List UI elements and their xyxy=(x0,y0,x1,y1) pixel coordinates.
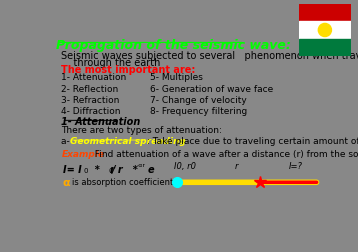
Circle shape xyxy=(318,24,332,37)
Text: 2- Reflection: 2- Reflection xyxy=(62,84,118,93)
Text: Geometrical spreading: Geometrical spreading xyxy=(70,137,185,146)
Bar xyxy=(299,40,351,57)
Text: 1- Attenuation: 1- Attenuation xyxy=(62,73,127,82)
Text: I0, r0: I0, r0 xyxy=(174,161,196,170)
Text: 5- Multiples: 5- Multiples xyxy=(150,73,203,82)
Text: α: α xyxy=(62,177,70,187)
Text: *   r: * r xyxy=(88,164,115,174)
Text: Seismic waves subjected to several   phenomenon when travel: Seismic waves subjected to several pheno… xyxy=(62,51,358,60)
Text: through the earth: through the earth xyxy=(62,57,161,67)
Text: : Take place due to traveling certain amount of distance: : Take place due to traveling certain am… xyxy=(147,137,358,146)
Text: There are two types of attenuation:: There are two types of attenuation: xyxy=(62,125,222,134)
Text: 8- Frequency filtering: 8- Frequency filtering xyxy=(150,107,247,116)
Bar xyxy=(299,22,351,40)
Text: 1- Attenuation: 1- Attenuation xyxy=(62,117,141,127)
Text: Example: Example xyxy=(62,150,105,159)
Text: / r   *   e: / r * e xyxy=(112,164,155,174)
Text: 3- Refraction: 3- Refraction xyxy=(62,96,120,104)
Text: I= I: I= I xyxy=(63,164,82,174)
Text: Propagation of the seismic wave:: Propagation of the seismic wave: xyxy=(56,39,291,52)
Text: a-: a- xyxy=(62,137,73,146)
Text: 6- Generation of wave face: 6- Generation of wave face xyxy=(150,84,274,93)
Text: -αr: -αr xyxy=(137,162,146,167)
Text: r: r xyxy=(235,161,238,170)
Text: is absorption coefficient: is absorption coefficient xyxy=(72,178,174,187)
Text: 4- Diffraction: 4- Diffraction xyxy=(62,107,121,116)
Text: Find attenuation of a wave after a distance (r) from the source: Find attenuation of a wave after a dista… xyxy=(89,150,358,159)
Text: 7- Change of velocity: 7- Change of velocity xyxy=(150,96,247,104)
Text: 0: 0 xyxy=(108,167,112,173)
Bar xyxy=(299,5,351,22)
Text: I=?: I=? xyxy=(289,161,303,170)
Text: The most important are:: The most important are: xyxy=(62,65,196,75)
Text: 0: 0 xyxy=(83,167,88,173)
